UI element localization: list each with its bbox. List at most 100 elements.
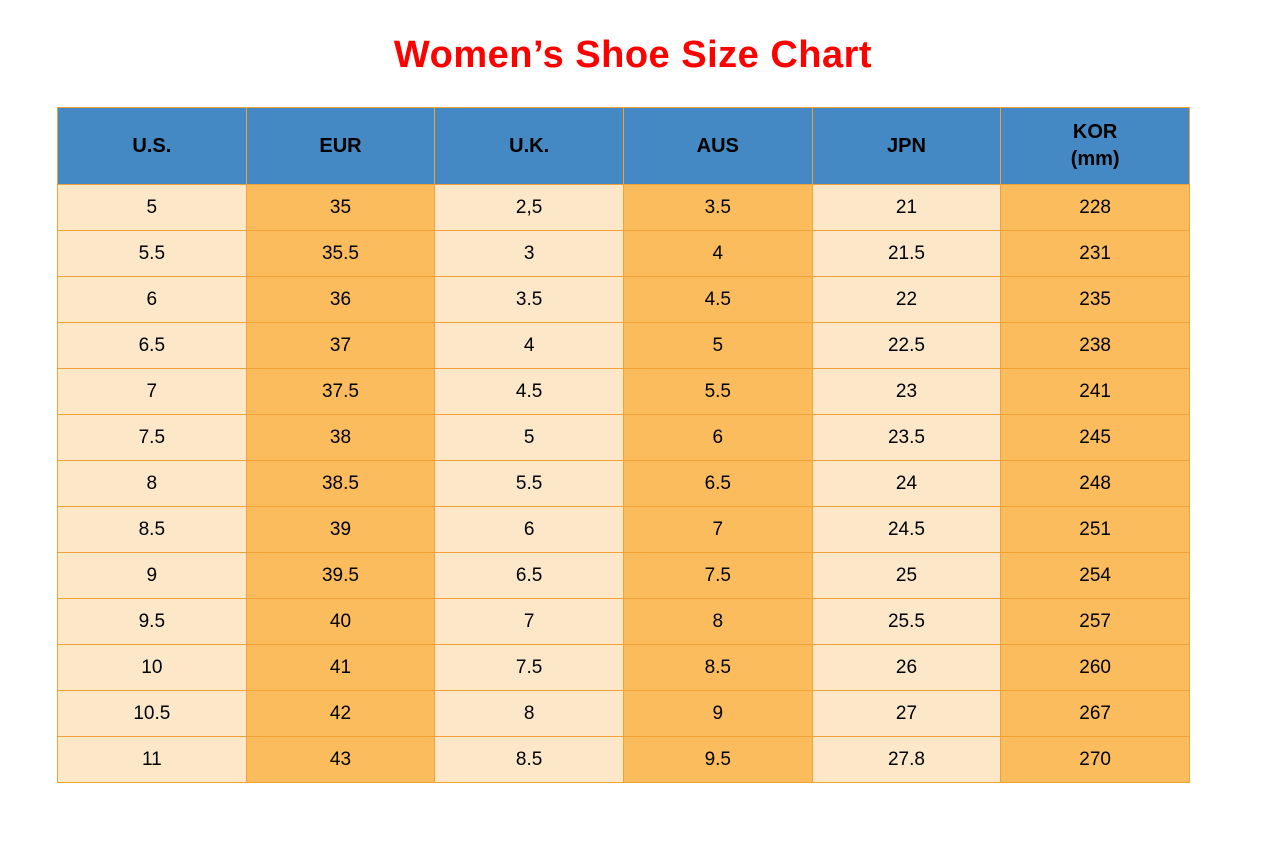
cell-eur: 37.5 bbox=[245, 368, 436, 415]
cell-kor: 257 bbox=[1000, 598, 1190, 645]
cell-aus: 9.5 bbox=[622, 736, 813, 783]
header-uk-label: U.K. bbox=[509, 134, 550, 157]
header-us-label: U.S. bbox=[132, 134, 172, 157]
cell-eur: 35.5 bbox=[245, 230, 436, 277]
cell-aus: 4.5 bbox=[622, 276, 813, 323]
table-row: 10.5 42 8 9 27 267 bbox=[57, 690, 1190, 737]
header-kor: KOR (mm) bbox=[1000, 107, 1190, 185]
table-row: 5 35 2,5 3.5 21 228 bbox=[57, 184, 1190, 231]
cell-uk: 7.5 bbox=[434, 644, 624, 691]
cell-us: 6.5 bbox=[57, 322, 247, 369]
header-kor-unit: (mm) bbox=[1070, 148, 1120, 170]
cell-jpn: 27 bbox=[811, 690, 1002, 737]
cell-us: 5 bbox=[57, 184, 247, 231]
cell-aus: 8.5 bbox=[622, 644, 813, 691]
cell-uk: 7 bbox=[434, 598, 624, 645]
cell-eur: 36 bbox=[245, 276, 436, 323]
cell-kor: 248 bbox=[1000, 460, 1190, 507]
header-kor-label: KOR bbox=[1072, 121, 1118, 143]
header-jpn: JPN bbox=[811, 107, 1002, 185]
cell-uk: 3 bbox=[434, 230, 624, 277]
cell-us: 7.5 bbox=[57, 414, 247, 461]
cell-kor: 270 bbox=[1000, 736, 1190, 783]
cell-aus: 3.5 bbox=[622, 184, 813, 231]
cell-eur: 39 bbox=[245, 506, 436, 553]
table-row: 8.5 39 6 7 24.5 251 bbox=[57, 506, 1190, 553]
header-eur-label: EUR bbox=[319, 134, 362, 157]
cell-aus: 7.5 bbox=[622, 552, 813, 599]
cell-aus: 8 bbox=[622, 598, 813, 645]
cell-uk: 2,5 bbox=[434, 184, 624, 231]
table-row: 6.5 37 4 5 22.5 238 bbox=[57, 322, 1190, 369]
cell-aus: 7 bbox=[622, 506, 813, 553]
cell-jpn: 23.5 bbox=[811, 414, 1002, 461]
cell-jpn: 24.5 bbox=[811, 506, 1002, 553]
cell-kor: 231 bbox=[1000, 230, 1190, 277]
cell-uk: 5 bbox=[434, 414, 624, 461]
cell-us: 10 bbox=[57, 644, 247, 691]
header-row: U.S. EUR U.K. AUS JPN KOR (mm) bbox=[57, 107, 1190, 185]
cell-us: 7 bbox=[57, 368, 247, 415]
cell-us: 11 bbox=[57, 736, 247, 783]
header-eur: EUR bbox=[245, 107, 436, 185]
table-row: 9 39.5 6.5 7.5 25 254 bbox=[57, 552, 1190, 599]
table-row: 11 43 8.5 9.5 27.8 270 bbox=[57, 736, 1190, 783]
cell-eur: 38 bbox=[245, 414, 436, 461]
shoe-size-table: U.S. EUR U.K. AUS JPN KOR (mm) 5 35 2,5 … bbox=[57, 107, 1190, 783]
cell-uk: 3.5 bbox=[434, 276, 624, 323]
cell-uk: 4.5 bbox=[434, 368, 624, 415]
cell-uk: 8 bbox=[434, 690, 624, 737]
cell-jpn: 22.5 bbox=[811, 322, 1002, 369]
cell-aus: 4 bbox=[622, 230, 813, 277]
cell-kor: 251 bbox=[1000, 506, 1190, 553]
cell-jpn: 22 bbox=[811, 276, 1002, 323]
cell-jpn: 23 bbox=[811, 368, 1002, 415]
cell-kor: 235 bbox=[1000, 276, 1190, 323]
cell-eur: 42 bbox=[245, 690, 436, 737]
cell-kor: 267 bbox=[1000, 690, 1190, 737]
table-row: 6 36 3.5 4.5 22 235 bbox=[57, 276, 1190, 323]
cell-kor: 245 bbox=[1000, 414, 1190, 461]
table-row: 10 41 7.5 8.5 26 260 bbox=[57, 644, 1190, 691]
header-aus-label: AUS bbox=[696, 134, 739, 157]
cell-uk: 8.5 bbox=[434, 736, 624, 783]
header-us: U.S. bbox=[57, 107, 247, 185]
cell-jpn: 21 bbox=[811, 184, 1002, 231]
table-row: 8 38.5 5.5 6.5 24 248 bbox=[57, 460, 1190, 507]
cell-jpn: 21.5 bbox=[811, 230, 1002, 277]
table-row: 9.5 40 7 8 25.5 257 bbox=[57, 598, 1190, 645]
cell-us: 8 bbox=[57, 460, 247, 507]
page-title: Women’s Shoe Size Chart bbox=[393, 34, 873, 76]
header-uk: U.K. bbox=[434, 107, 624, 185]
cell-eur: 40 bbox=[245, 598, 436, 645]
cell-kor: 254 bbox=[1000, 552, 1190, 599]
cell-aus: 6 bbox=[622, 414, 813, 461]
cell-us: 9.5 bbox=[57, 598, 247, 645]
cell-eur: 39.5 bbox=[245, 552, 436, 599]
cell-aus: 6.5 bbox=[622, 460, 813, 507]
cell-eur: 38.5 bbox=[245, 460, 436, 507]
cell-jpn: 25.5 bbox=[811, 598, 1002, 645]
cell-us: 10.5 bbox=[57, 690, 247, 737]
cell-kor: 238 bbox=[1000, 322, 1190, 369]
header-jpn-label: JPN bbox=[887, 134, 926, 157]
cell-jpn: 27.8 bbox=[811, 736, 1002, 783]
cell-aus: 5 bbox=[622, 322, 813, 369]
table-row: 7 37.5 4.5 5.5 23 241 bbox=[57, 368, 1190, 415]
cell-kor: 241 bbox=[1000, 368, 1190, 415]
cell-uk: 4 bbox=[434, 322, 624, 369]
cell-aus: 9 bbox=[622, 690, 813, 737]
cell-uk: 6 bbox=[434, 506, 624, 553]
cell-jpn: 25 bbox=[811, 552, 1002, 599]
cell-uk: 5.5 bbox=[434, 460, 624, 507]
cell-kor: 228 bbox=[1000, 184, 1190, 231]
cell-us: 9 bbox=[57, 552, 247, 599]
table-row: 5.5 35.5 3 4 21.5 231 bbox=[57, 230, 1190, 277]
cell-us: 8.5 bbox=[57, 506, 247, 553]
table-body: 5 35 2,5 3.5 21 228 5.5 35.5 3 4 21.5 23… bbox=[57, 184, 1190, 783]
cell-eur: 43 bbox=[245, 736, 436, 783]
table-header: U.S. EUR U.K. AUS JPN KOR (mm) bbox=[57, 107, 1190, 185]
cell-aus: 5.5 bbox=[622, 368, 813, 415]
cell-eur: 41 bbox=[245, 644, 436, 691]
